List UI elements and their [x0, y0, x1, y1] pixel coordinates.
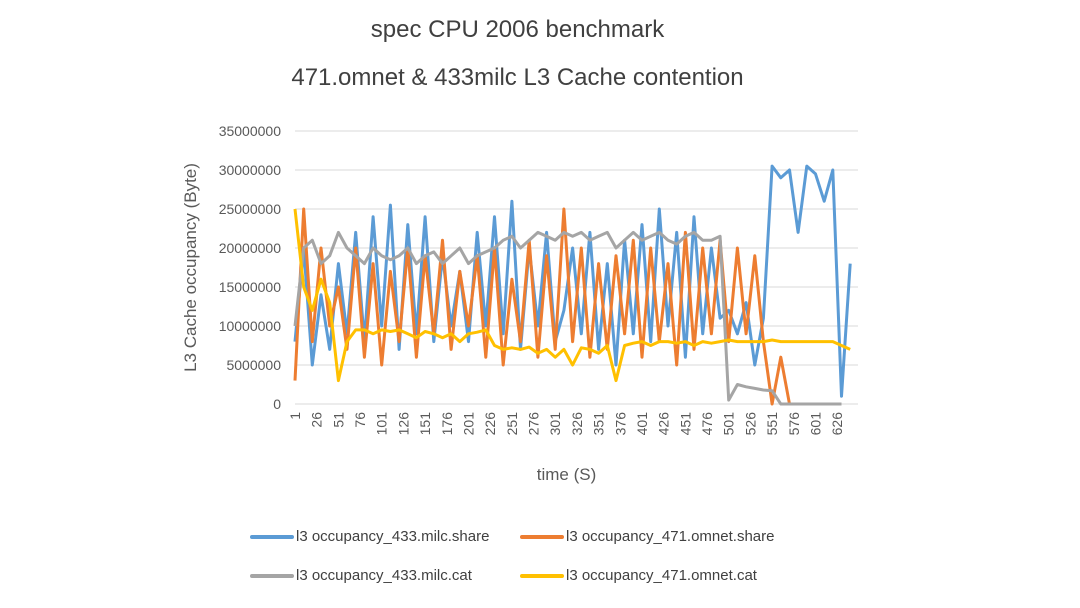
legend-item-milc-cat: l3 occupancy_433.milc.cat — [250, 567, 472, 584]
series-line-3 — [293, 208, 851, 383]
x-tick-label: 601 — [807, 412, 823, 436]
x-tick-label: 201 — [460, 412, 476, 436]
x-tick-label: 276 — [526, 412, 542, 436]
y-tick-label: 5000000 — [226, 357, 281, 373]
x-tick-label: 176 — [439, 412, 455, 436]
x-tick-label: 551 — [764, 412, 780, 436]
x-tick-label: 501 — [721, 412, 737, 436]
legend-item-milc-share: l3 occupancy_433.milc.share — [250, 528, 489, 545]
x-tick-label: 26 — [309, 412, 325, 428]
legend-swatch — [520, 573, 564, 578]
chart-subtitle: 471.omnet & 433milc L3 Cache contention — [291, 64, 744, 91]
legend-swatch — [250, 534, 294, 539]
legend-swatch — [250, 573, 294, 578]
legend-label: l3 occupancy_433.milc.share — [296, 528, 490, 545]
x-tick-label: 51 — [330, 412, 346, 428]
x-tick-label: 251 — [504, 412, 520, 436]
y-tick-label: 35000000 — [219, 123, 282, 139]
x-tick-label: 376 — [612, 412, 628, 436]
x-tick-label: 451 — [677, 412, 693, 436]
y-axis-label: L3 Cache occupancy (Byte) — [181, 163, 200, 372]
x-tick-label: 401 — [634, 412, 650, 436]
series-line-0 — [293, 164, 852, 398]
legend-swatch — [520, 534, 564, 539]
legend-item-omnet-share: l3 occupancy_471.omnet.share — [520, 528, 774, 545]
x-axis-label: time (S) — [537, 465, 597, 484]
x-tick-label: 301 — [547, 412, 563, 436]
y-tick-label: 15000000 — [219, 279, 282, 295]
x-tick-label: 426 — [656, 412, 672, 436]
series-line-1 — [293, 207, 791, 406]
y-tick-label: 10000000 — [219, 318, 282, 334]
legend-label: l3 occupancy_471.omnet.cat — [566, 567, 757, 584]
x-tick-label: 76 — [352, 412, 368, 428]
x-tick-label: 476 — [699, 412, 715, 436]
x-tick-label: 626 — [829, 412, 845, 436]
legend-label: l3 occupancy_433.milc.cat — [296, 567, 472, 584]
x-tick-label: 1 — [287, 412, 303, 420]
x-tick-label: 351 — [591, 412, 607, 436]
chart-title: spec CPU 2006 benchmark — [370, 16, 665, 43]
x-tick-label: 151 — [417, 412, 433, 436]
x-tick-label: 526 — [742, 412, 758, 436]
y-tick-label: 30000000 — [219, 162, 282, 178]
y-tick-label: 0 — [273, 396, 281, 412]
x-tick-label: 576 — [786, 412, 802, 436]
y-tick-label: 25000000 — [219, 201, 282, 217]
x-tick-label: 326 — [569, 412, 585, 436]
x-tick-label: 101 — [374, 412, 390, 436]
series-line-2 — [293, 230, 842, 406]
legend-label: l3 occupancy_471.omnet.share — [566, 528, 775, 545]
x-tick-label: 226 — [482, 412, 498, 436]
x-tick-label: 126 — [395, 412, 411, 436]
legend-item-omnet-cat: l3 occupancy_471.omnet.cat — [520, 567, 757, 584]
y-tick-label: 20000000 — [219, 240, 282, 256]
